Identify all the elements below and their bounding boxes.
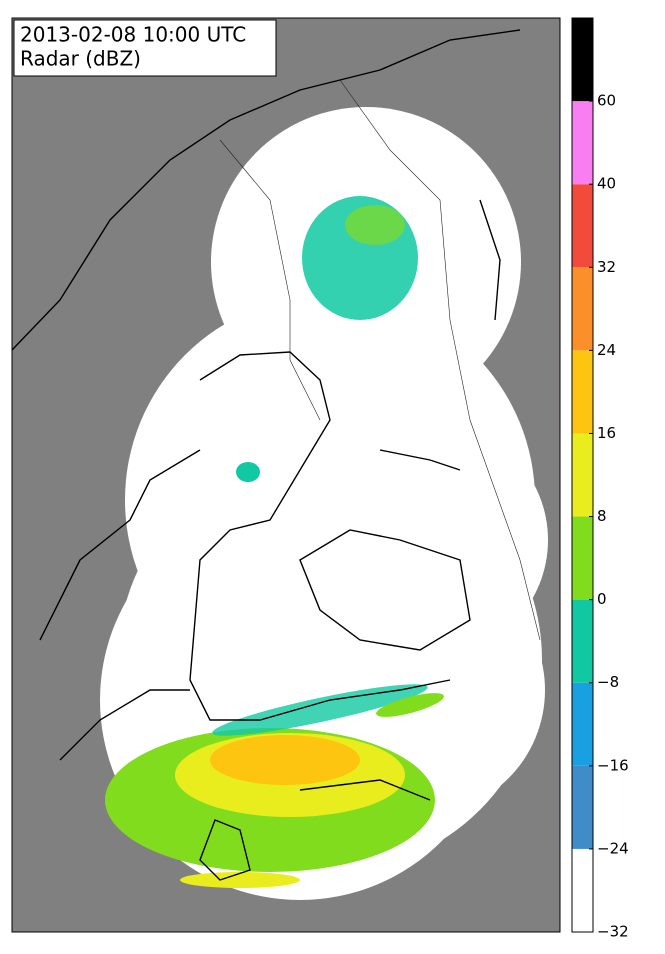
colorbar-frame [571,17,594,933]
colorbar-tick-label: 40 [597,175,616,193]
colorbar-segment [572,516,593,600]
colorbar-segment [572,682,593,766]
colorbar-segment [572,599,593,683]
colorbar-segment [572,350,593,434]
borders [219,79,541,641]
colorbar-segment [572,184,593,268]
map [12,18,560,932]
coastlines [12,29,521,881]
map-frame [11,17,561,933]
colorbar-tick-label: 24 [597,341,616,359]
colorbar-segment [572,765,593,849]
title-box [13,19,277,77]
colorbar: −32 −24 −16 −8 0 8 16 24 32 40 60 [571,17,629,941]
colorbar-tick-label: 8 [597,507,607,525]
colorbar-tick-label: 60 [597,92,616,110]
colorbar-tick-label: −24 [597,839,629,857]
colorbar-tick-label: 16 [597,424,616,442]
colorbar-tick-label: −16 [597,756,629,774]
colorbar-segment [572,18,593,102]
colorbar-tick-label: −8 [597,673,619,691]
colorbar-segment [572,101,593,185]
colorbar-tick-label: −32 [597,923,629,941]
colorbar-segment [572,267,593,351]
title: 2013-02-08 10:00 UTC [20,23,246,47]
colorbar-tick-label: 0 [597,590,607,608]
colorbar-tick-label: 32 [597,258,616,276]
colorbar-segment [572,848,593,932]
precipitation [105,196,444,888]
subtitle: Radar (dBZ) [20,47,141,71]
colorbar-segment [572,433,593,517]
